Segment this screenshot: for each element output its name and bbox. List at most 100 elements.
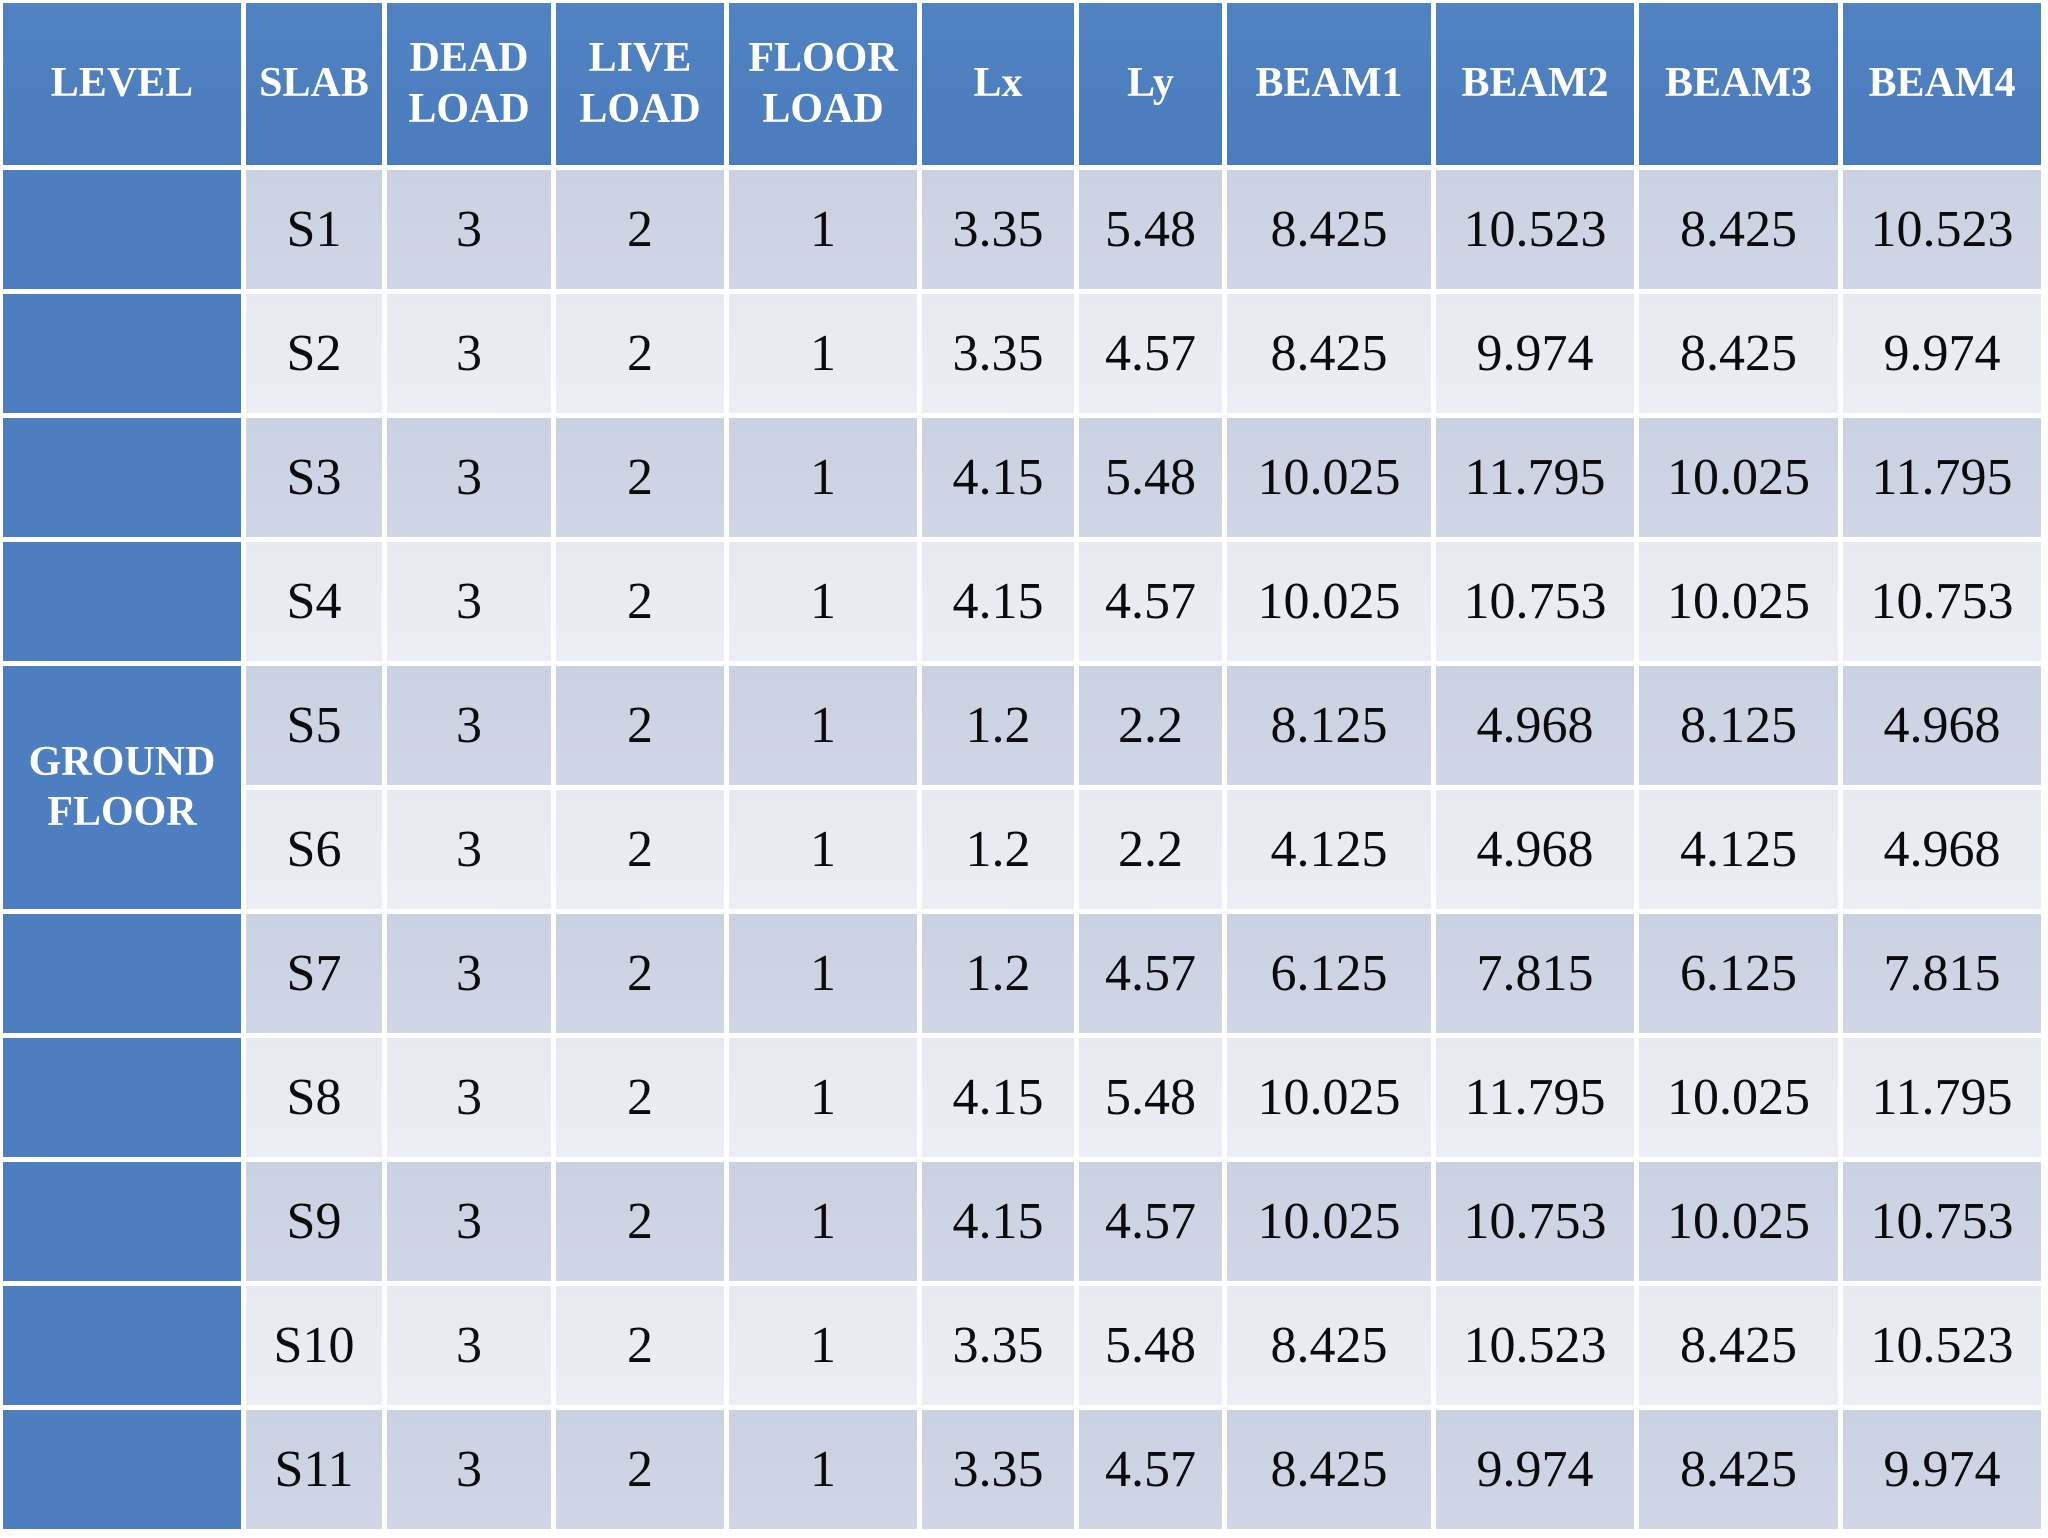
level-cell-empty	[3, 914, 241, 1033]
data-cell: 10.025	[1227, 418, 1431, 537]
data-cell: 8.425	[1227, 170, 1431, 289]
data-cell: 3	[387, 418, 551, 537]
data-cell: 2	[556, 666, 724, 785]
table-header-row: LEVEL SLAB DEAD LOAD LIVE LOAD FLOOR LOA…	[3, 3, 2041, 165]
data-cell: 4.57	[1079, 294, 1222, 413]
column-header-dead-load: DEAD LOAD	[387, 3, 551, 165]
level-cell-empty	[3, 1162, 241, 1281]
data-cell: 4.57	[1079, 914, 1222, 1033]
data-cell: 10.025	[1639, 1038, 1838, 1157]
column-header-lx: Lx	[922, 3, 1074, 165]
data-cell: 3	[387, 790, 551, 909]
data-cell: 1	[729, 1162, 917, 1281]
data-cell: 1	[729, 542, 917, 661]
data-cell: 10.753	[1436, 542, 1634, 661]
table-row: S2 3 2 1 3.35 4.57 8.425 9.974 8.425 9.974	[3, 294, 2041, 413]
slab-cell: S7	[246, 914, 382, 1033]
data-cell: 9.974	[1843, 1410, 2041, 1529]
slab-cell: S8	[246, 1038, 382, 1157]
data-cell: 3.35	[922, 294, 1074, 413]
data-cell: 3	[387, 170, 551, 289]
data-cell: 10.025	[1639, 542, 1838, 661]
column-header-live-load: LIVE LOAD	[556, 3, 724, 165]
data-cell: 4.125	[1639, 790, 1838, 909]
column-header-slab: SLAB	[246, 3, 382, 165]
data-cell: 10.523	[1436, 1286, 1634, 1405]
column-header-ly: Ly	[1079, 3, 1222, 165]
column-header-beam3: BEAM3	[1639, 3, 1838, 165]
data-cell: 3	[387, 294, 551, 413]
data-cell: 2	[556, 914, 724, 1033]
data-cell: 1	[729, 170, 917, 289]
data-cell: 11.795	[1436, 1038, 1634, 1157]
data-cell: 1	[729, 1410, 917, 1529]
data-cell: 8.425	[1227, 1286, 1431, 1405]
data-cell: 10.025	[1639, 1162, 1838, 1281]
data-cell: 4.57	[1079, 1410, 1222, 1529]
data-cell: 2	[556, 1038, 724, 1157]
data-cell: 4.125	[1227, 790, 1431, 909]
slab-cell: S5	[246, 666, 382, 785]
slab-cell: S3	[246, 418, 382, 537]
data-cell: 11.795	[1843, 1038, 2041, 1157]
data-cell: 1	[729, 790, 917, 909]
table-row: S4 3 2 1 4.15 4.57 10.025 10.753 10.025 10.753	[3, 542, 2041, 661]
data-cell: 2	[556, 542, 724, 661]
data-cell: 1	[729, 666, 917, 785]
table-row: GROUND FLOOR S5 3 2 1 1.2 2.2 8.125 4.968 8.125 4.…	[3, 666, 2041, 909]
slab-cell: S2	[246, 294, 382, 413]
level-label-ground-floor: GROUND FLOOR	[3, 666, 241, 909]
data-cell: 3.35	[922, 1286, 1074, 1405]
table-row: S10 3 2 1 3.35 5.48 8.425 10.523 8.425 10.523	[3, 1286, 2041, 1405]
data-cell: 4.15	[922, 1162, 1074, 1281]
data-cell: 1.2	[922, 914, 1074, 1033]
data-cell: 10.753	[1843, 1162, 2041, 1281]
table-row: S8 3 2 1 4.15 5.48 10.025 11.795 10.025 11.795	[3, 1038, 2041, 1157]
slab-cell: S6	[246, 790, 382, 909]
table-row: S1 3 2 1 3.35 5.48 8.425 10.523 8.425 10.523	[3, 170, 2041, 289]
column-header-beam2: BEAM2	[1436, 3, 1634, 165]
data-cell: 2	[556, 1410, 724, 1529]
data-cell: 8.425	[1227, 294, 1431, 413]
data-cell: 9.974	[1436, 294, 1634, 413]
slab-cell: S1	[246, 170, 382, 289]
data-cell: 2	[556, 294, 724, 413]
data-cell: 6.125	[1227, 914, 1431, 1033]
data-cell: 2.2	[1079, 790, 1222, 909]
data-cell: 4.968	[1843, 790, 2041, 909]
data-cell: 3	[387, 1162, 551, 1281]
slab-cell: S11	[246, 1410, 382, 1529]
level-cell-empty	[3, 1410, 241, 1529]
data-cell: 2	[556, 1162, 724, 1281]
column-header-beam4: BEAM4	[1843, 3, 2041, 165]
data-cell: 4.968	[1436, 790, 1634, 909]
data-cell: 10.523	[1843, 170, 2041, 289]
table-row: S3 3 2 1 4.15 5.48 10.025 11.795 10.025 11.795	[3, 418, 2041, 537]
data-cell: 3	[387, 914, 551, 1033]
data-cell: 2	[556, 170, 724, 289]
data-cell: 10.523	[1843, 1286, 2041, 1405]
data-cell: 4.968	[1436, 666, 1634, 785]
column-header-floor-load: FLOOR LOAD	[729, 3, 917, 165]
data-cell: 4.15	[922, 1038, 1074, 1157]
data-cell: 1	[729, 294, 917, 413]
data-cell: 3	[387, 666, 551, 785]
slab-cell: S10	[246, 1286, 382, 1405]
data-cell: 8.425	[1639, 294, 1838, 413]
data-cell: 8.425	[1227, 1410, 1431, 1529]
level-cell-empty	[3, 170, 241, 289]
data-cell: 1	[729, 418, 917, 537]
data-cell: 5.48	[1079, 418, 1222, 537]
data-cell: 8.125	[1639, 666, 1838, 785]
level-cell-empty	[3, 542, 241, 661]
data-cell: 3	[387, 1410, 551, 1529]
data-cell: 2	[556, 1286, 724, 1405]
data-cell: 8.425	[1639, 170, 1838, 289]
data-cell: 2	[556, 418, 724, 537]
data-cell: 10.025	[1227, 542, 1431, 661]
data-cell: 3	[387, 1286, 551, 1405]
data-cell: 10.025	[1227, 1038, 1431, 1157]
data-cell: 2	[556, 790, 724, 909]
data-cell: 8.425	[1639, 1286, 1838, 1405]
